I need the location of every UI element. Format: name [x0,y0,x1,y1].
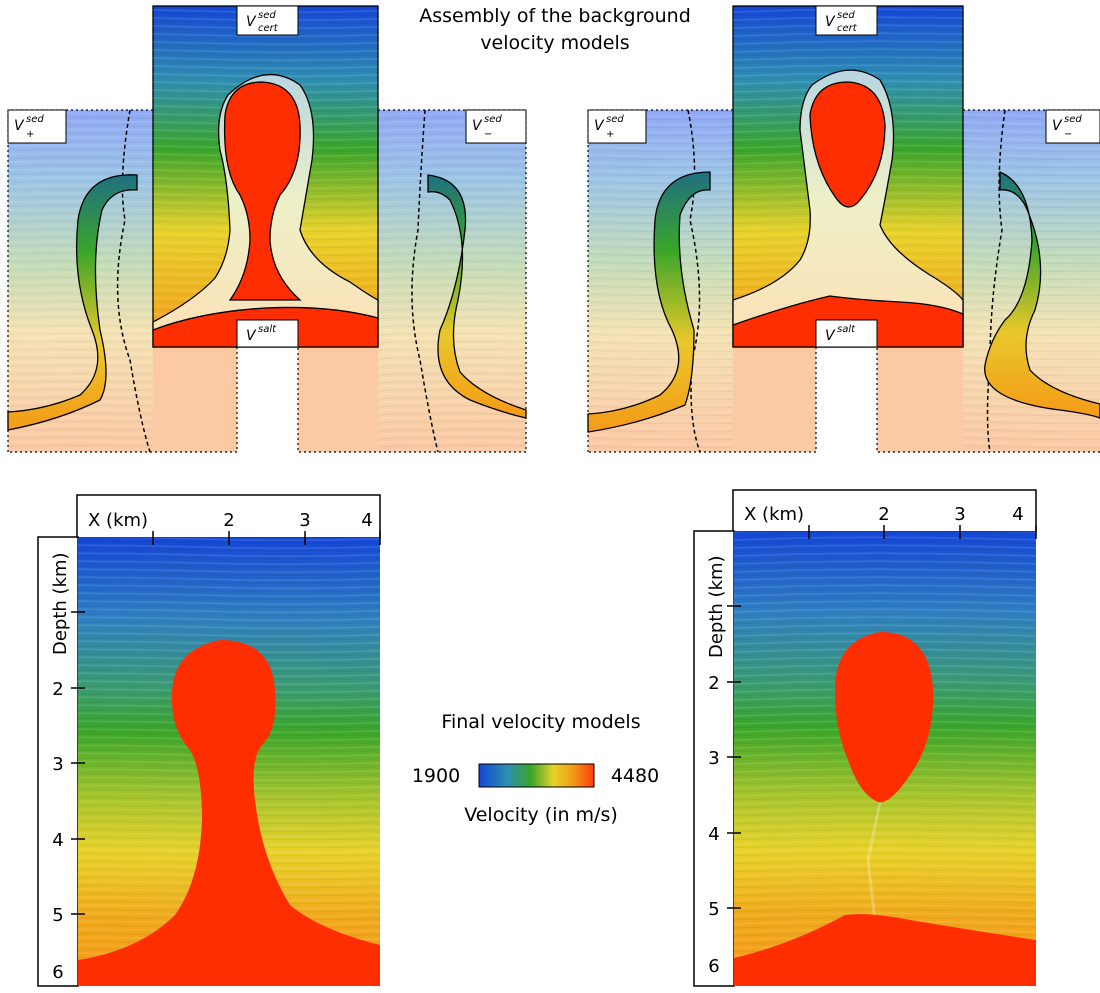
label-v-salt-right: V salt [815,319,878,348]
x-axis-frame-left [76,494,381,539]
x-tick-3-right: 3 [954,504,965,525]
label-v-cert-left: V sed cert [236,5,299,36]
y-tick-6-right: 6 [708,956,719,977]
svg-text:V: V [472,118,483,134]
y-tick-5-left: 5 [52,905,63,926]
svg-text:−: − [1064,129,1072,140]
svg-text:sed: sed [606,114,624,125]
x-tick-4-right: 4 [1012,504,1023,525]
svg-text:sed: sed [258,10,276,21]
svg-text:sed: sed [484,114,502,125]
label-v-plus-left: V sed + [7,109,67,144]
svg-text:V: V [14,118,25,134]
svg-text:V: V [594,118,605,134]
svg-text:salt: salt [837,324,856,335]
salt-body-right [835,632,934,803]
y-tick-2-right: 2 [708,673,719,694]
colorbar-axis-label: Velocity (in m/s) [464,804,618,826]
final-model-right: X (km) 2 3 4 Depth (km) 2 3 4 5 6 [693,489,1037,987]
label-v-minus-right: V sed − [1045,109,1100,144]
y-tick-4-right: 4 [708,824,719,845]
svg-text:cert: cert [837,23,858,34]
y-tick-4-left: 4 [52,830,63,851]
colorbar [478,763,595,788]
svg-text:sed: sed [26,114,44,125]
legend-title: Final velocity models [441,711,640,733]
colorbar-max-label: 4480 [611,765,659,787]
label-v-minus-left: V sed − [465,109,527,144]
svg-text:sed: sed [1064,114,1082,125]
svg-text:−: − [484,129,492,140]
y-axis-label-left: Depth (km) [50,552,71,655]
salt-body-left [78,640,380,986]
svg-text:cert: cert [258,23,279,34]
final-model-left: X (km) 2 3 4 Depth (km) 2 3 4 5 6 [37,494,381,987]
svg-text:+: + [26,129,34,140]
x-axis-label-left: X (km) [88,510,148,531]
assembly-title-line1: Assembly of the background [419,5,691,27]
y-tick-3-left: 3 [52,754,63,775]
svg-text:V: V [1052,118,1063,134]
colorbar-min-label: 1900 [412,765,460,787]
svg-text:V: V [825,328,836,344]
x-tick-3-left: 3 [299,510,310,531]
svg-text:sed: sed [837,10,855,21]
assembly-title-line2: velocity models [480,32,629,54]
svg-text:V: V [246,328,257,344]
svg-text:+: + [606,129,614,140]
svg-text:V: V [825,14,836,30]
x-tick-4-left: 4 [361,510,372,531]
x-axis-label-right: X (km) [744,504,804,525]
y-tick-3-right: 3 [708,748,719,769]
label-v-plus-right: V sed + [587,109,647,144]
salt-bottom-right [734,914,1036,986]
assembly-right: V sed cert V sed + V sed − V salt [587,5,1100,453]
x-tick-2-right: 2 [878,504,889,525]
svg-text:salt: salt [258,324,277,335]
y-tick-6-left: 6 [52,962,63,983]
y-axis-label-right: Depth (km) [706,555,727,658]
assembly-left: V sed cert V sed + V sed − V salt [7,5,527,453]
label-v-salt-left: V salt [236,319,299,348]
label-v-cert-right: V sed cert [815,5,878,36]
y-axis-frame-right [693,530,735,987]
svg-text:V: V [246,14,257,30]
legend: Final velocity models 1900 4480 Velocity… [412,711,659,826]
y-tick-5-right: 5 [708,899,719,920]
x-tick-2-left: 2 [223,510,234,531]
y-tick-2-left: 2 [52,679,63,700]
